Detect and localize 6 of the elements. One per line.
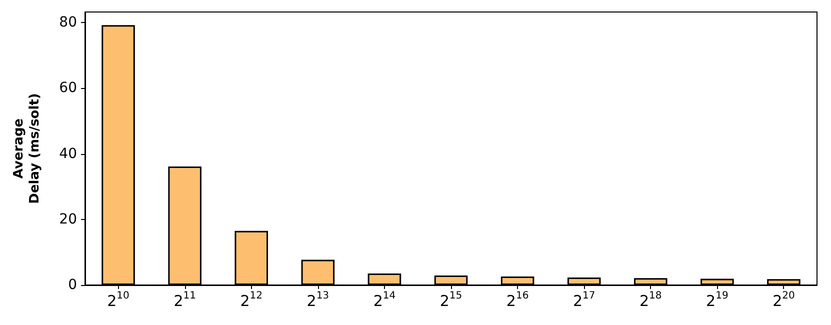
y-tick-label: 60 <box>59 80 77 96</box>
y-tick-label: 20 <box>59 211 77 228</box>
y-tick-label: 80 <box>59 14 77 30</box>
y-tick-label: 40 <box>59 146 77 162</box>
y-tick-label: 0 <box>68 277 77 293</box>
y-axis-title: Average Delay (ms/solt) <box>12 93 42 204</box>
